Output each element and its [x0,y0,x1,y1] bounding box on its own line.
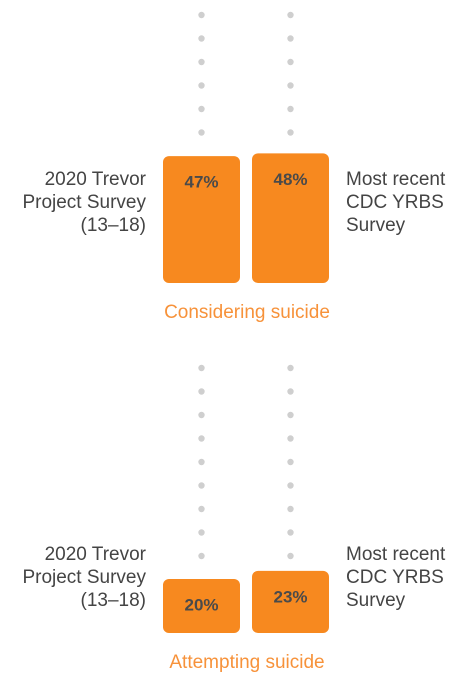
category-label: Survey [346,215,406,236]
dot [287,82,294,89]
dot [198,411,205,419]
bar [252,570,329,633]
dot [198,35,205,42]
category-label: 2020 Trevor [45,544,147,565]
category-label: CDC YRBS [346,192,444,213]
dot [287,552,294,560]
dot [198,82,205,89]
chart-title: Considering suicide [164,302,330,323]
category-label: Project Survey [22,192,146,213]
dot [287,388,294,395]
category-label: Most recent [346,169,446,190]
dot [287,482,294,489]
dot [287,529,294,536]
dot [198,11,205,19]
dot [287,505,294,513]
bar [163,156,240,283]
dot [287,58,294,66]
category-label: Most recent [346,544,446,565]
dot [198,105,205,113]
bar [252,153,329,283]
dot [198,129,205,136]
dot [287,11,294,19]
bar [163,579,240,633]
dot [287,364,294,372]
category-label: CDC YRBS [346,567,444,588]
dot [287,435,294,442]
dot [198,435,205,442]
value-label: 47% [184,173,218,192]
dot [198,388,205,395]
category-label: Survey [346,590,406,611]
category-label: 2020 Trevor [45,169,147,190]
dot [287,411,294,419]
value-label: 20% [184,595,218,614]
dot [198,552,205,560]
dot [198,505,205,513]
category-label: (13–18) [81,590,147,611]
dot [198,364,205,372]
dot [287,105,294,113]
dot [198,58,205,66]
dot [287,458,294,466]
value-label: 48% [273,170,307,189]
value-label: 23% [273,587,307,606]
dot [287,129,294,136]
category-label: (13–18) [81,215,147,236]
dot [198,529,205,536]
category-label: Project Survey [22,567,146,588]
dot [198,458,205,466]
dot [198,482,205,489]
chart-title: Attempting suicide [169,652,324,673]
dot [287,35,294,42]
